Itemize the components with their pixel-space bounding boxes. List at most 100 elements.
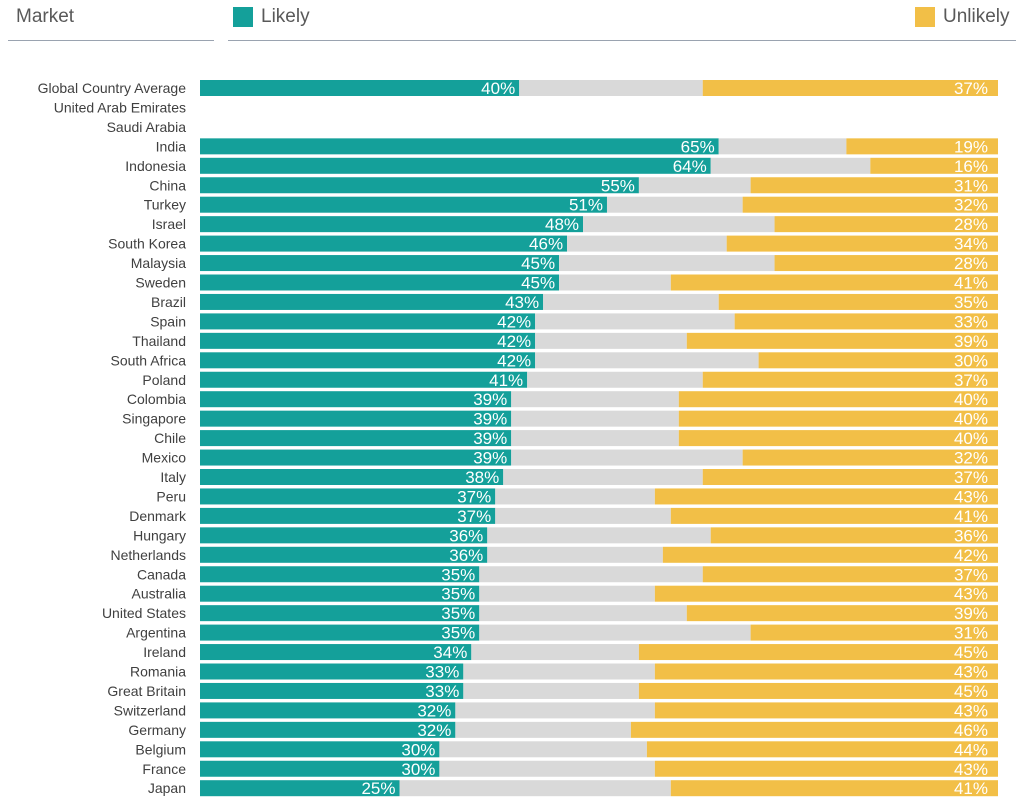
bar-unlikely-italy bbox=[702, 469, 998, 485]
bar-neutral-united-states bbox=[479, 605, 687, 622]
bar-unlikely-poland bbox=[702, 371, 998, 388]
bar-likely-south-korea bbox=[200, 235, 568, 252]
category-label-great-britain: Great Britain bbox=[107, 683, 186, 699]
category-label-singapore: Singapore bbox=[122, 411, 186, 427]
value-label-likely-chile: 39% bbox=[473, 429, 507, 448]
value-label-likely-israel: 48% bbox=[545, 215, 579, 234]
bar-likely-argentina bbox=[200, 624, 480, 641]
bar-unlikely-india bbox=[846, 138, 998, 155]
value-label-unlikely-brazil: 35% bbox=[954, 293, 988, 312]
category-label-sweden: Sweden bbox=[135, 275, 186, 291]
value-label-likely-great-britain: 33% bbox=[425, 682, 459, 701]
bar-unlikely-indonesia bbox=[870, 157, 998, 174]
bar-neutral-south-africa bbox=[535, 352, 759, 369]
category-label-china: China bbox=[149, 177, 186, 193]
bar-neutral-argentina bbox=[479, 624, 751, 641]
bar-likely-spain bbox=[200, 313, 536, 330]
bar-unlikely-malaysia bbox=[774, 255, 998, 272]
bar-likely-australia bbox=[200, 585, 480, 602]
legend-likely-label: Likely bbox=[261, 6, 310, 27]
value-label-likely-india: 65% bbox=[681, 137, 715, 156]
value-label-likely-poland: 41% bbox=[489, 371, 523, 390]
value-label-unlikely-switzerland: 43% bbox=[954, 701, 988, 720]
value-label-unlikely-romania: 43% bbox=[954, 663, 988, 682]
value-label-unlikely-peru: 43% bbox=[954, 487, 988, 506]
value-label-likely-argentina: 35% bbox=[441, 624, 475, 643]
value-label-unlikely-south-africa: 30% bbox=[954, 351, 988, 370]
category-label-romania: Romania bbox=[130, 664, 186, 680]
value-label-unlikely-china: 31% bbox=[954, 176, 988, 195]
bar-likely-ireland bbox=[200, 644, 472, 661]
category-label-switzerland: Switzerland bbox=[114, 702, 186, 718]
bar-unlikely-ireland bbox=[638, 644, 998, 661]
bar-likely-turkey bbox=[200, 196, 607, 213]
category-label-argentina: Argentina bbox=[126, 625, 186, 641]
category-label-israel: Israel bbox=[152, 216, 186, 232]
value-label-unlikely-turkey: 32% bbox=[954, 196, 988, 215]
bar-neutral-poland bbox=[527, 371, 703, 388]
bar-neutral-great-britain bbox=[463, 682, 639, 699]
bar-unlikely-singapore bbox=[678, 410, 998, 427]
bar-likely-romania bbox=[200, 663, 464, 680]
value-label-likely-canada: 35% bbox=[441, 565, 475, 584]
bar-neutral-sweden bbox=[559, 274, 671, 291]
value-label-unlikely-india: 19% bbox=[954, 137, 988, 156]
bar-likely-india bbox=[200, 138, 719, 155]
bar-unlikely-china bbox=[750, 177, 998, 194]
value-label-unlikely-great-britain: 45% bbox=[954, 682, 988, 701]
bar-likely-belgium bbox=[200, 741, 440, 758]
value-label-unlikely-france: 43% bbox=[954, 760, 988, 779]
bar-unlikely-japan bbox=[670, 780, 998, 797]
value-label-likely-germany: 32% bbox=[417, 721, 451, 740]
bar-unlikely-global-country-average bbox=[702, 80, 998, 96]
bar-neutral-turkey bbox=[606, 196, 743, 213]
bar-likely-hungary bbox=[200, 527, 488, 544]
bar-neutral-peru bbox=[495, 488, 655, 505]
bar-unlikely-france bbox=[654, 760, 998, 777]
bar-neutral-belgium bbox=[439, 741, 647, 758]
bar-likely-germany bbox=[200, 721, 456, 738]
value-label-unlikely-spain: 33% bbox=[954, 312, 988, 331]
bar-unlikely-south-korea bbox=[726, 235, 998, 252]
category-label-india: India bbox=[156, 138, 187, 154]
bar-unlikely-great-britain bbox=[638, 682, 998, 699]
value-label-unlikely-netherlands: 42% bbox=[954, 546, 988, 565]
bar-unlikely-thailand bbox=[686, 332, 998, 349]
value-label-likely-hungary: 36% bbox=[449, 526, 483, 545]
value-label-likely-south-africa: 42% bbox=[497, 351, 531, 370]
value-label-unlikely-israel: 28% bbox=[954, 215, 988, 234]
value-label-likely-netherlands: 36% bbox=[449, 546, 483, 565]
value-label-unlikely-canada: 37% bbox=[954, 565, 988, 584]
value-label-likely-ireland: 34% bbox=[433, 643, 467, 662]
bar-likely-great-britain bbox=[200, 682, 464, 699]
category-label-canada: Canada bbox=[137, 566, 186, 582]
category-label-colombia: Colombia bbox=[127, 391, 186, 407]
value-label-likely-peru: 37% bbox=[457, 487, 491, 506]
category-label-italy: Italy bbox=[160, 469, 186, 485]
category-label-netherlands: Netherlands bbox=[111, 547, 187, 563]
category-label-denmark: Denmark bbox=[129, 508, 187, 524]
value-label-unlikely-colombia: 40% bbox=[954, 390, 988, 409]
category-label-turkey: Turkey bbox=[144, 197, 186, 213]
bar-neutral-hungary bbox=[487, 527, 711, 544]
bar-likely-france bbox=[200, 760, 440, 777]
bar-neutral-israel bbox=[583, 216, 775, 233]
value-label-unlikely-chile: 40% bbox=[954, 429, 988, 448]
bar-unlikely-israel bbox=[774, 216, 998, 233]
category-label-japan: Japan bbox=[148, 780, 186, 796]
value-label-likely-singapore: 39% bbox=[473, 410, 507, 429]
bar-neutral-malaysia bbox=[559, 255, 775, 272]
value-label-unlikely-poland: 37% bbox=[954, 371, 988, 390]
value-label-likely-romania: 33% bbox=[425, 663, 459, 682]
bar-neutral-switzerland bbox=[455, 702, 655, 719]
bar-unlikely-switzerland bbox=[654, 702, 998, 719]
value-label-unlikely-germany: 46% bbox=[954, 721, 988, 740]
bar-unlikely-brazil bbox=[718, 293, 998, 310]
category-label-germany: Germany bbox=[128, 722, 186, 738]
legend-unlikely-label: Unlikely bbox=[943, 6, 1010, 27]
category-label-spain: Spain bbox=[150, 313, 186, 329]
bar-unlikely-sweden bbox=[670, 274, 998, 291]
bar-unlikely-peru bbox=[654, 488, 998, 505]
category-label-indonesia: Indonesia bbox=[125, 158, 186, 174]
